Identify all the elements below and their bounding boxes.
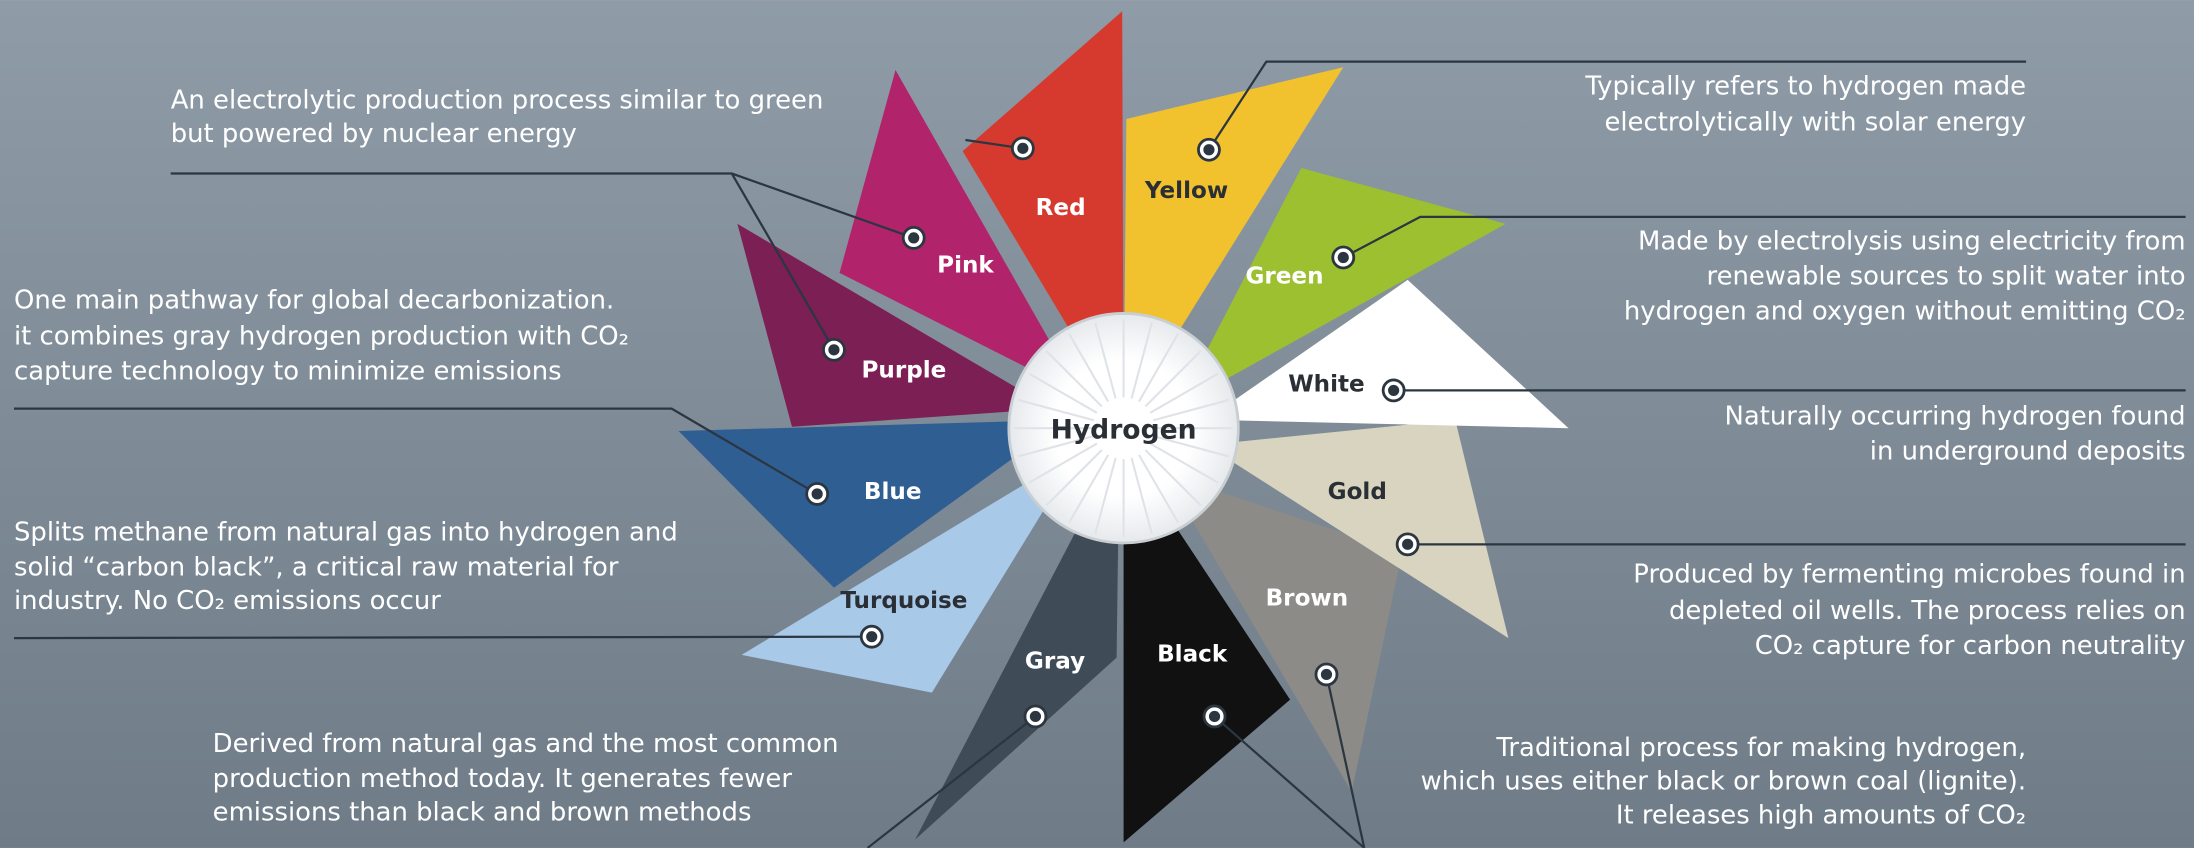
leader-line <box>1208 60 2027 151</box>
note-line: Traditional process for making hydrogen, <box>1495 733 2026 763</box>
petal <box>1123 447 1291 843</box>
marker-core <box>866 631 878 643</box>
petal-label: Brown <box>1266 585 1349 611</box>
marker-core <box>1017 142 1029 154</box>
petal <box>1206 419 1509 639</box>
note-line: emissions than black and brown methods <box>213 797 752 827</box>
hub-ray <box>1153 435 1230 458</box>
hub-ray <box>1138 454 1180 524</box>
note-line: it combines gray hydrogen production wit… <box>14 322 629 352</box>
petal <box>678 419 1067 588</box>
petal <box>962 11 1124 420</box>
note-line: Naturally occurring hydrogen found <box>1725 402 2186 432</box>
note-line: hydrogen and oxygen without emitting CO₂ <box>1624 297 2186 327</box>
petal-label: Purple <box>861 357 946 383</box>
hub-label: Hydrogen <box>1051 414 1197 445</box>
hub-ray <box>1149 372 1219 414</box>
leader-line <box>1342 215 2186 259</box>
hub-ray <box>1094 322 1117 399</box>
note-line: capture technology to minimize emissions <box>14 357 562 387</box>
leader-line <box>1325 674 1366 848</box>
note-line: industry. No CO₂ emissions occur <box>14 586 441 616</box>
hub-ray <box>1138 333 1180 403</box>
hub-ray <box>1130 457 1153 534</box>
note-line: Made by electrolysis using electricity f… <box>1638 227 2186 257</box>
petal <box>737 223 1053 427</box>
marker-core <box>908 232 920 244</box>
marker-core <box>1029 710 1042 723</box>
hub-ray <box>1017 398 1095 422</box>
note-line: Produced by fermenting microbes found in <box>1633 560 2185 590</box>
marker-core <box>1402 538 1414 550</box>
marker-core <box>1208 710 1221 723</box>
hub-ray <box>1149 442 1219 484</box>
note-line: Splits methane from natural gas into hyd… <box>14 518 678 548</box>
leader-line <box>866 715 1037 848</box>
petal-label: Black <box>1157 641 1228 667</box>
note-line: production method today. It generates fe… <box>213 764 793 794</box>
hub-ray <box>1028 372 1098 414</box>
hub-ray <box>1028 442 1098 484</box>
petal <box>1164 472 1403 792</box>
petal-label: Blue <box>864 479 922 505</box>
hub-rays <box>1014 319 1233 538</box>
marker-core <box>811 488 823 500</box>
note-line: It releases high amounts of CO₂ <box>1616 800 2026 830</box>
petal-label: Turquoise <box>840 588 967 614</box>
hub-ray <box>1017 435 1095 458</box>
petal-label: Gold <box>1328 479 1387 505</box>
marker-core <box>1337 251 1349 264</box>
note-line: renewable sources to split water into <box>1707 262 2186 292</box>
hub-ray <box>1130 322 1153 399</box>
note-line: An electrolytic production process simil… <box>171 85 824 115</box>
marker-core <box>1320 668 1333 681</box>
note-line: depleted oil wells. The process relies o… <box>1669 596 2186 626</box>
leader-lines <box>13 60 2186 848</box>
leader-line <box>1213 715 1365 848</box>
note-line: which uses either black or brown coal (l… <box>1421 767 2026 797</box>
note-line: electrolytically with solar energy <box>1604 108 2026 138</box>
note-line: Derived from natural gas and the most co… <box>213 729 839 759</box>
marker-core <box>828 344 840 356</box>
hub-ray <box>1144 449 1202 507</box>
note-line: One main pathway for global decarbonizat… <box>14 285 614 315</box>
hub-ray <box>1045 449 1103 507</box>
hub-ray <box>1068 454 1110 524</box>
hub-ray <box>1045 350 1103 408</box>
leader-line <box>13 635 872 640</box>
hub-ray <box>1094 457 1117 534</box>
petal-label: White <box>1288 371 1364 397</box>
marker-core <box>1203 144 1215 156</box>
hub-ray <box>1068 333 1110 403</box>
petal <box>741 450 1081 693</box>
note-line: in underground deposits <box>1870 436 2186 466</box>
note-line: solid “carbon black”, a critical raw mat… <box>14 553 619 583</box>
leader-line <box>13 407 818 495</box>
labels: Red Yellow Pink Green Purple White Blue Gold Tur… <box>14 71 2186 830</box>
note-line: CO₂ capture for carbon neutrality <box>1755 631 2186 661</box>
marker-core <box>1388 384 1400 397</box>
hub-ray <box>1153 398 1230 422</box>
petal-label: Gray <box>1025 648 1085 674</box>
hub-ray <box>1144 350 1202 408</box>
petal-label: Yellow <box>1144 178 1228 204</box>
petal-label: Pink <box>937 252 994 278</box>
petal-label: Red <box>1036 195 1086 221</box>
petal-label: Green <box>1245 264 1323 290</box>
note-line: Typically refers to hydrogen made <box>1584 71 2026 101</box>
note-line: but powered by nuclear energy <box>171 119 577 149</box>
leader-line <box>730 172 835 351</box>
petal <box>1178 167 1506 406</box>
petal <box>839 69 1081 395</box>
